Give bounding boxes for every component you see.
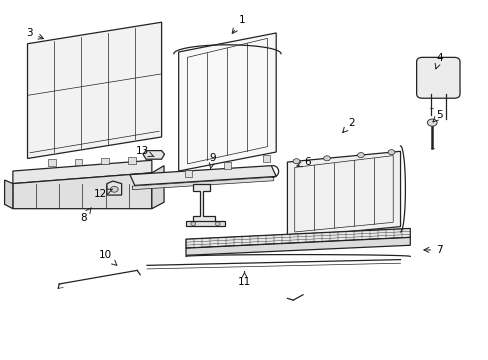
Text: 13: 13 bbox=[135, 146, 154, 157]
Polygon shape bbox=[193, 184, 215, 223]
Bar bbox=[48, 159, 56, 166]
Circle shape bbox=[323, 156, 330, 161]
Polygon shape bbox=[185, 228, 409, 248]
Circle shape bbox=[292, 159, 299, 164]
Circle shape bbox=[215, 222, 220, 226]
Polygon shape bbox=[152, 166, 163, 209]
Circle shape bbox=[387, 150, 394, 155]
Text: 6: 6 bbox=[296, 157, 310, 167]
Polygon shape bbox=[27, 22, 161, 158]
Polygon shape bbox=[4, 180, 13, 209]
Bar bbox=[223, 162, 231, 170]
Polygon shape bbox=[13, 160, 152, 184]
Polygon shape bbox=[185, 221, 224, 226]
Polygon shape bbox=[143, 150, 164, 159]
Polygon shape bbox=[107, 181, 122, 195]
Polygon shape bbox=[185, 237, 409, 255]
Text: 12: 12 bbox=[94, 189, 112, 199]
FancyBboxPatch shape bbox=[416, 57, 459, 98]
Text: 5: 5 bbox=[432, 111, 442, 122]
Text: 3: 3 bbox=[26, 28, 43, 39]
Circle shape bbox=[110, 186, 118, 192]
Bar bbox=[184, 170, 192, 177]
Polygon shape bbox=[13, 173, 152, 209]
Text: 2: 2 bbox=[342, 118, 354, 132]
Polygon shape bbox=[287, 151, 400, 237]
Bar bbox=[101, 158, 109, 164]
Bar bbox=[74, 158, 82, 165]
Bar bbox=[128, 157, 136, 163]
Polygon shape bbox=[132, 177, 273, 190]
Circle shape bbox=[190, 222, 195, 226]
Text: 8: 8 bbox=[80, 208, 91, 222]
Text: 11: 11 bbox=[237, 272, 251, 287]
Circle shape bbox=[357, 153, 364, 158]
Text: 1: 1 bbox=[232, 15, 245, 33]
Polygon shape bbox=[178, 33, 276, 171]
Bar bbox=[262, 155, 270, 162]
Text: 9: 9 bbox=[209, 153, 216, 169]
Polygon shape bbox=[130, 166, 276, 185]
Circle shape bbox=[427, 119, 436, 126]
Text: 4: 4 bbox=[434, 53, 442, 69]
Text: 7: 7 bbox=[423, 245, 442, 255]
Text: 10: 10 bbox=[99, 250, 117, 265]
